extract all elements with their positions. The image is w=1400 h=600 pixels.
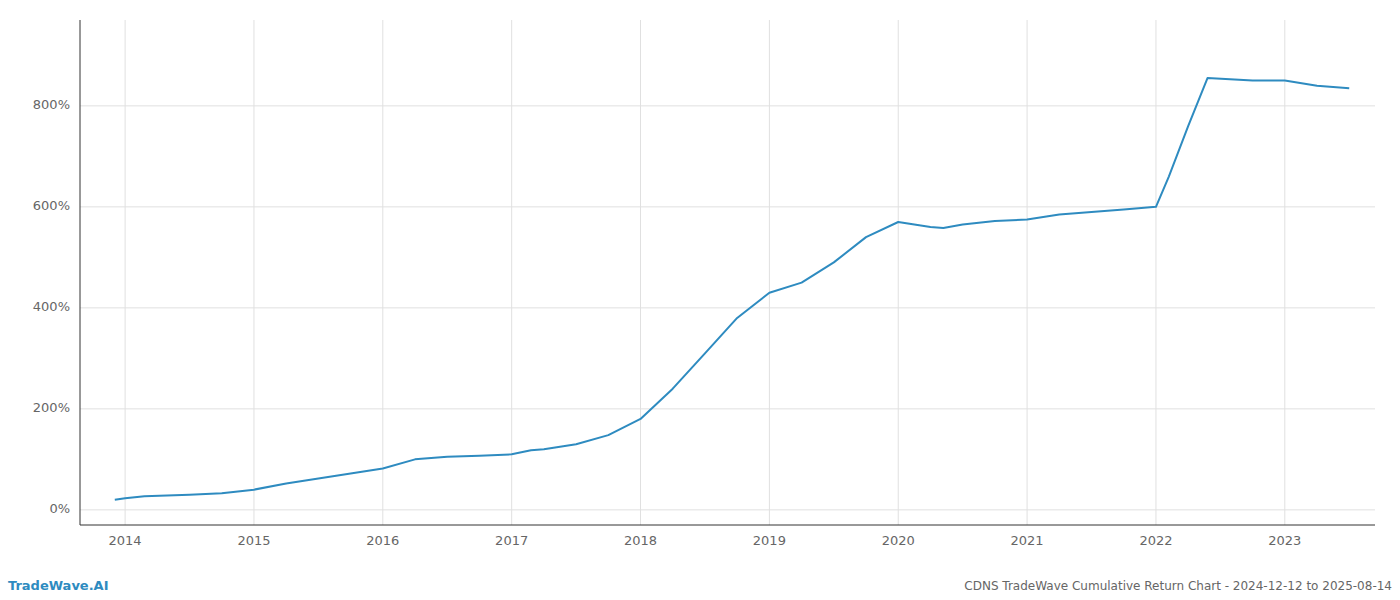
grid-line-x <box>898 20 899 525</box>
chart: 0% 200% 400% 600% 800% 2014 2015 2016 2017 2018 20… <box>0 0 1400 600</box>
x-axis-line <box>80 525 1375 526</box>
x-tick-label: 2015 <box>237 533 270 548</box>
title: CDNS TradeWave Cumulative Return Chart -… <box>964 579 1392 593</box>
x-tick-label: 2020 <box>882 533 915 548</box>
grid-line-y <box>80 408 1375 409</box>
background <box>0 0 1400 600</box>
y-tick-label: 400% <box>33 299 70 314</box>
y-tick-label: 200% <box>33 400 70 415</box>
x-tick-label: 2019 <box>753 533 786 548</box>
grid-line-x <box>125 20 126 525</box>
grid-line-y <box>80 509 1375 510</box>
grid-line-x <box>511 20 512 525</box>
x-tick-label: 2022 <box>1139 533 1172 548</box>
grid-line-y <box>80 206 1375 207</box>
grid-line-y <box>80 105 1375 106</box>
x-tick-label: 2023 <box>1268 533 1301 548</box>
grid-line-x <box>253 20 254 525</box>
y-axis-line <box>80 20 81 525</box>
x-tick-label: 2018 <box>624 533 657 548</box>
y-tick-label: 800% <box>33 97 70 112</box>
grid-line-x <box>1284 20 1285 525</box>
x-tick-label: 2014 <box>109 533 142 548</box>
y-tick-label: 600% <box>33 198 70 213</box>
plot-area <box>115 78 1349 500</box>
grid <box>80 20 1375 525</box>
grid-line-x <box>1027 20 1028 525</box>
y-tick-label: 0% <box>49 501 70 516</box>
x-tick-label: 2017 <box>495 533 528 548</box>
grid-line-y <box>80 307 1375 308</box>
grid-line-x <box>769 20 770 525</box>
grid-line-x <box>640 20 641 525</box>
grid-line-x <box>1155 20 1156 525</box>
grid-line-x <box>382 20 383 525</box>
tick-labels: 0% 200% 400% 600% 800% 2014 2015 2016 2017 2018 20… <box>33 97 1302 548</box>
x-tick-label: 2021 <box>1011 533 1044 548</box>
x-tick-label: 2016 <box>366 533 399 548</box>
line <box>115 78 1349 500</box>
watermark: TradeWave.AI <box>8 578 109 593</box>
